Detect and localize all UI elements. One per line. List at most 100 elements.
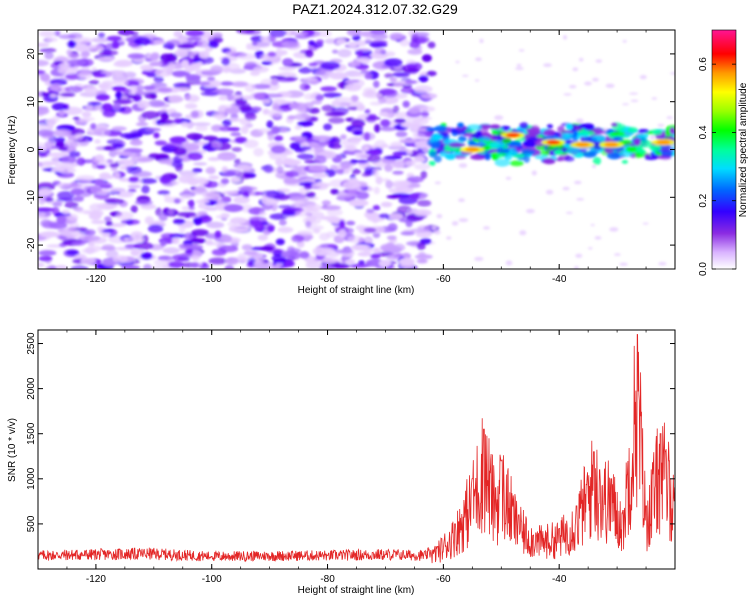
noise-blob <box>168 94 184 104</box>
noise-blob <box>296 153 315 160</box>
noise-blob <box>369 30 387 35</box>
noise-blob <box>388 188 402 194</box>
spectrogram-x-tick-label: -40 <box>552 274 567 285</box>
noise-blob <box>160 53 174 62</box>
noise-blob <box>413 32 430 37</box>
noise-blob <box>366 208 375 214</box>
noise-blob <box>152 40 166 45</box>
noise-blob <box>220 178 230 185</box>
noise-blob <box>267 51 277 57</box>
noise-blob <box>147 100 166 107</box>
noise-blob <box>67 213 79 222</box>
faint-blob <box>622 103 630 106</box>
noise-blob <box>342 180 361 190</box>
noise-blob <box>224 264 234 269</box>
signal-blob <box>633 138 641 146</box>
signal-blob <box>471 133 482 139</box>
peak-core <box>465 147 480 152</box>
noise-blob <box>351 168 361 175</box>
noise-blob <box>98 203 118 209</box>
noise-blob <box>211 141 222 149</box>
noise-blob <box>114 150 121 156</box>
noise-blob <box>70 188 85 196</box>
noise-blob <box>387 223 398 232</box>
signal-blob <box>582 152 597 158</box>
noise-blob <box>225 257 239 265</box>
noise-blob <box>341 139 360 147</box>
noise-blob <box>119 132 134 139</box>
noise-blob <box>178 170 199 177</box>
noise-blob <box>230 177 241 183</box>
noise-blob <box>162 66 174 72</box>
noise-blob <box>278 66 296 71</box>
noise-blob <box>408 107 421 114</box>
noise-blob <box>240 125 249 134</box>
noise-blob <box>185 248 194 255</box>
signal-blob <box>564 155 575 162</box>
noise-blob <box>133 242 154 250</box>
faint-blob <box>494 115 504 121</box>
noise-blob <box>185 74 201 81</box>
noise-blob <box>172 237 180 245</box>
noise-blob <box>95 93 110 101</box>
noise-blob <box>403 68 420 73</box>
noise-blob <box>344 83 362 92</box>
noise-blob <box>214 110 226 116</box>
noise-blob <box>192 217 203 226</box>
noise-blob <box>58 34 76 40</box>
noise-blob <box>187 152 203 161</box>
noise-blob <box>372 168 379 178</box>
noise-blob <box>418 116 433 121</box>
signal-blob <box>611 122 618 127</box>
noise-blob <box>372 247 381 253</box>
noise-blob <box>38 91 43 97</box>
signal-blob <box>557 125 565 133</box>
noise-blob <box>56 215 67 225</box>
noise-blob <box>73 37 94 44</box>
noise-blob <box>420 170 428 179</box>
noise-blob <box>59 62 71 69</box>
noise-blob <box>373 186 380 195</box>
noise-blob <box>192 168 203 173</box>
noise-blob <box>320 247 335 253</box>
noise-blob <box>363 87 377 94</box>
noise-blob <box>104 216 112 222</box>
noise-blob <box>335 169 347 175</box>
noise-blob <box>309 164 326 172</box>
noise-blob <box>69 151 81 158</box>
signal-blob <box>495 152 505 159</box>
snr-y-tick-label: 1000 <box>26 467 37 490</box>
noise-blob <box>274 135 284 142</box>
noise-blob <box>398 257 415 266</box>
noise-blob <box>292 210 312 217</box>
noise-blob <box>349 263 369 268</box>
noise-blob <box>208 40 219 49</box>
noise-blob <box>186 36 202 41</box>
noise-blob <box>149 53 160 61</box>
noise-blob <box>418 251 426 257</box>
noise-blob <box>234 136 248 144</box>
signal-blob <box>669 127 675 134</box>
noise-blob <box>92 155 105 165</box>
noise-blob <box>193 162 208 166</box>
noise-blob <box>38 250 57 256</box>
noise-blob <box>58 235 68 240</box>
spectrogram-frame <box>37 29 676 270</box>
noise-blob <box>324 111 345 117</box>
signal-blob <box>565 148 581 154</box>
noise-blob <box>148 153 161 160</box>
faint-blob <box>563 35 567 40</box>
noise-blob <box>106 35 122 42</box>
noise-blob <box>96 56 116 61</box>
noise-blob <box>381 96 399 105</box>
noise-blob <box>365 148 381 156</box>
noise-blob <box>367 154 382 163</box>
noise-blob <box>281 250 298 259</box>
noise-blob <box>343 169 350 174</box>
peak-core <box>546 140 561 145</box>
faint-blob <box>462 74 469 77</box>
noise-blob <box>167 209 174 215</box>
faint-blob <box>572 67 579 72</box>
noise-blob <box>389 251 402 259</box>
noise-blob <box>240 109 259 114</box>
